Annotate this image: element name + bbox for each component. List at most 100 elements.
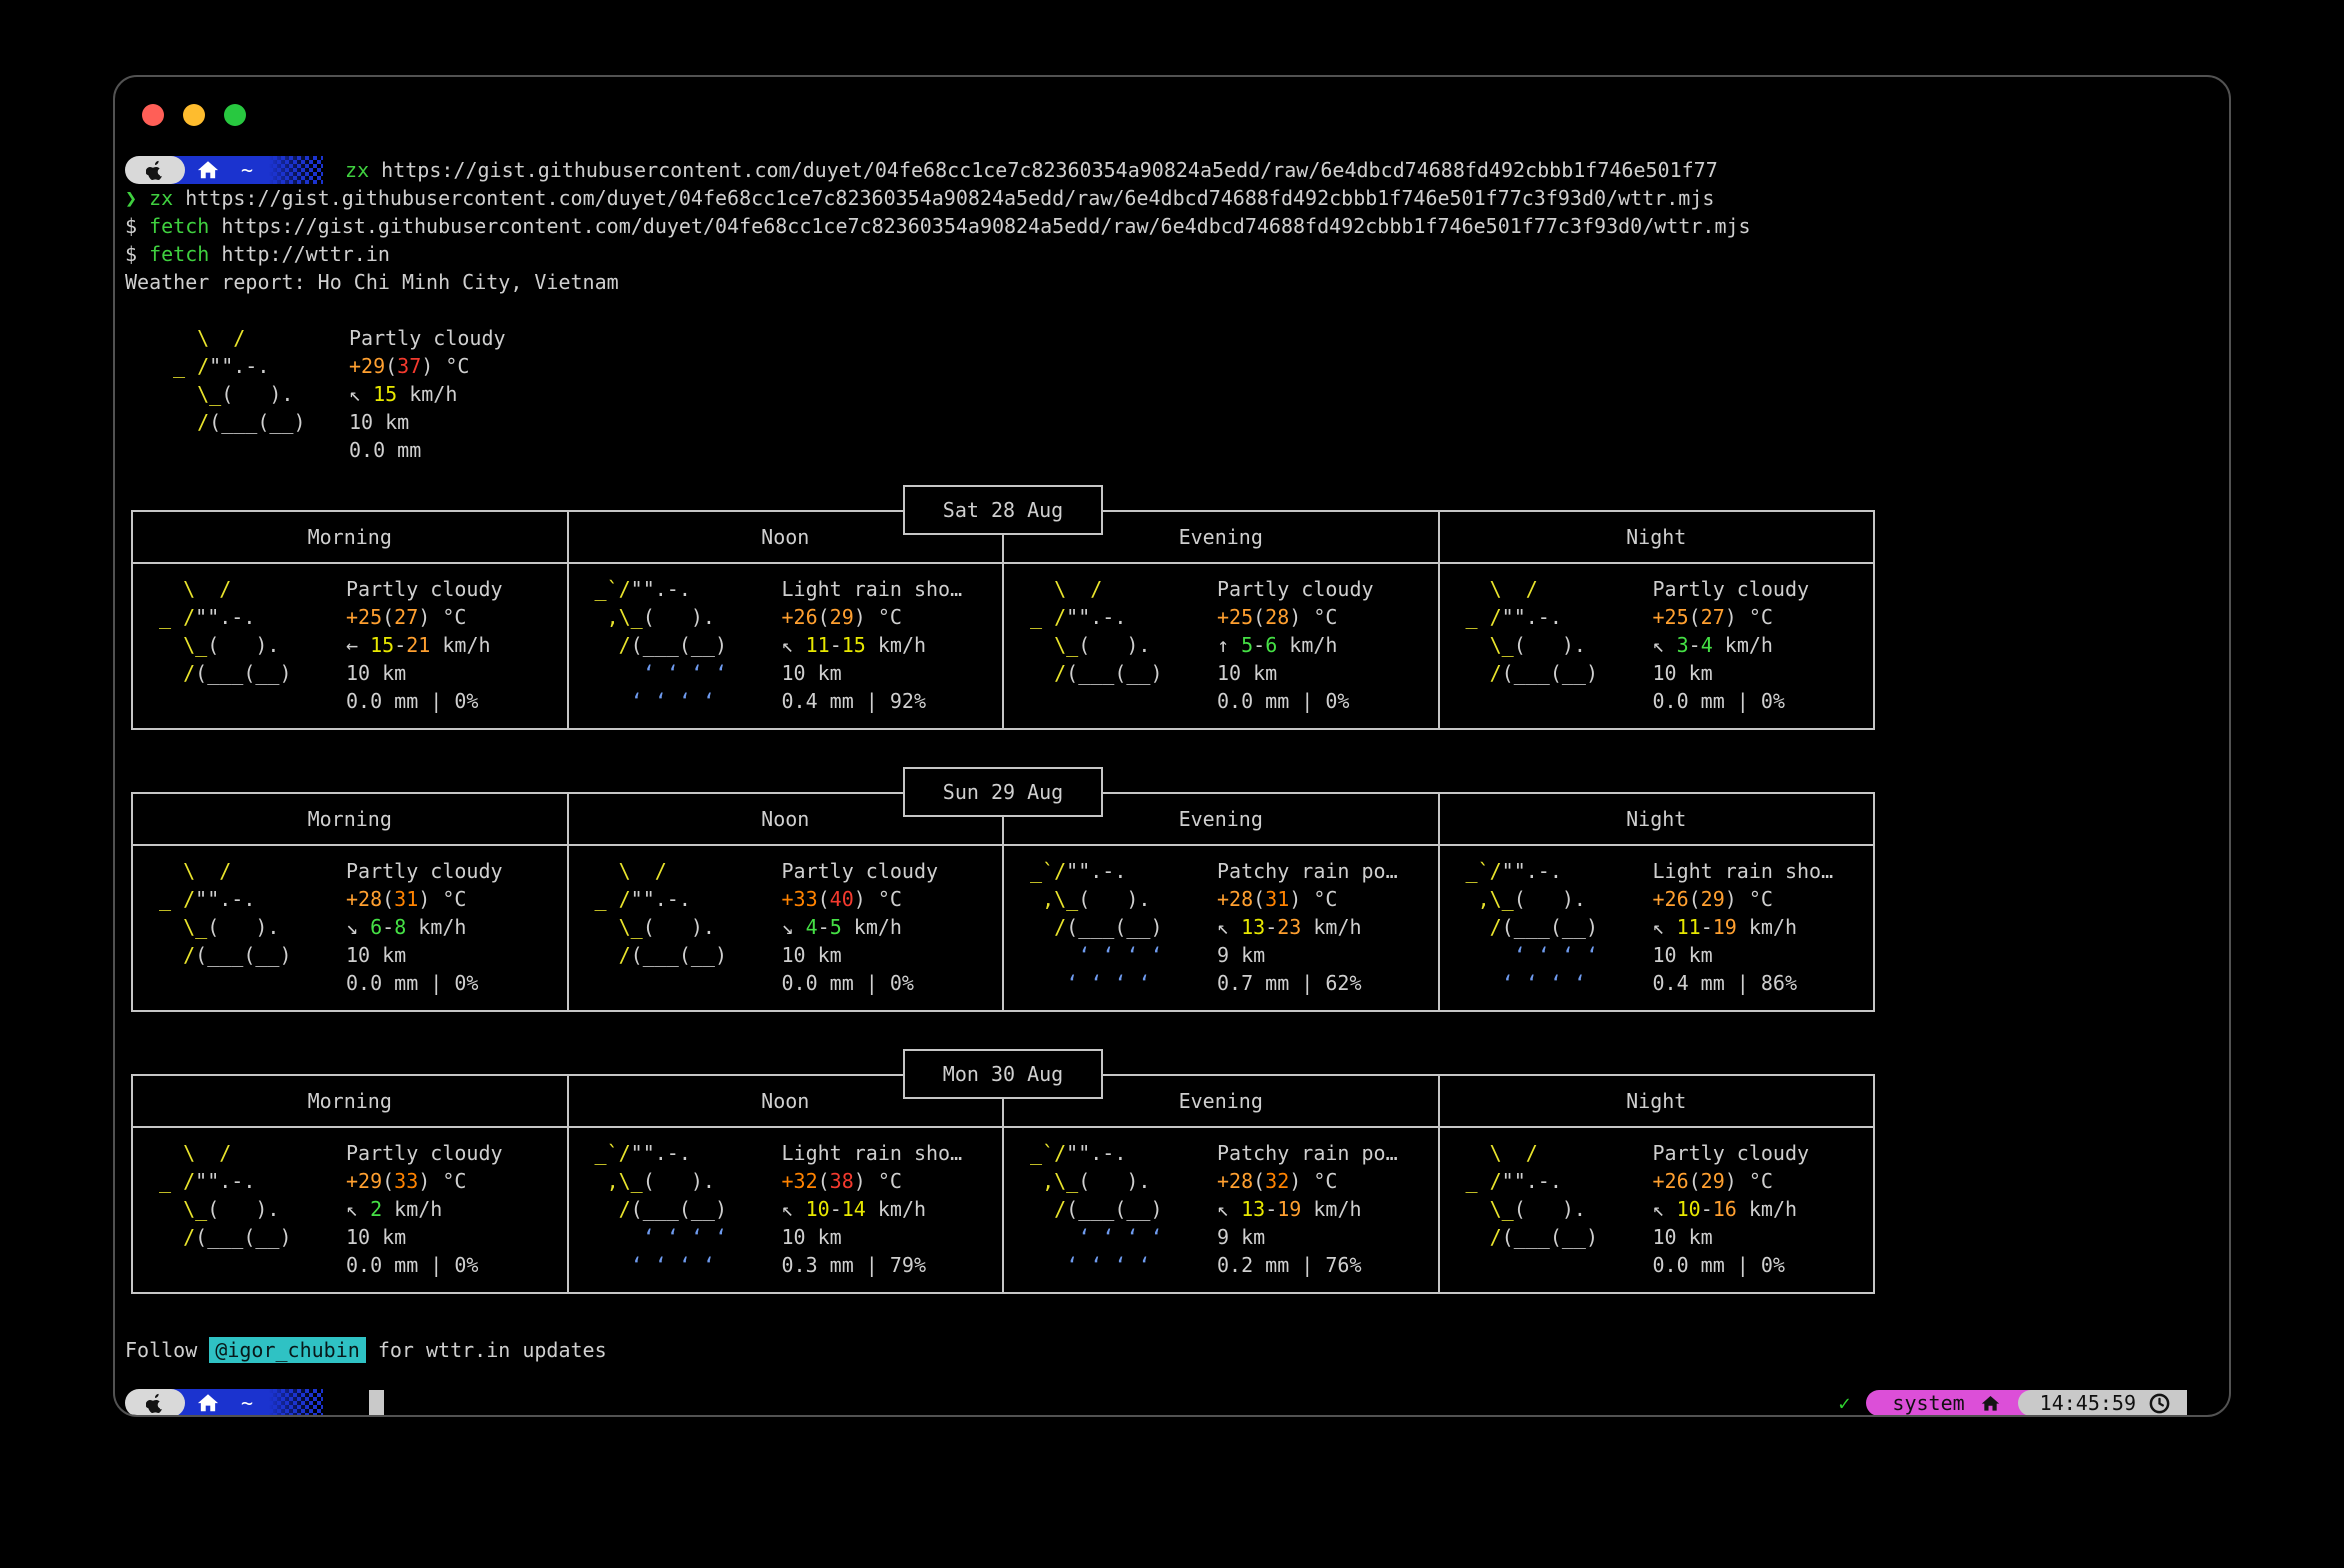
- text-line: 10 km: [346, 943, 407, 967]
- zoom-button[interactable]: [224, 104, 246, 126]
- text-line: $ fetch http://wttr.in: [125, 242, 390, 266]
- text-line: Partly cloudy: [346, 859, 503, 883]
- weather-info: Patchy rain po… +28(32) °C ↖ 13-19 km/h 9 k…: [1217, 1139, 1438, 1292]
- forecast-table: Morning Noon Evening Night \ / _ /"".-. …: [131, 1074, 1875, 1294]
- status-right: ✓ system 14:45:59: [1838, 1389, 2187, 1415]
- text-line: \ /: [161, 326, 246, 350]
- weather-info: Partly cloudy +25(27) °C ← 15-21 km/h 10 km…: [346, 575, 567, 728]
- forecast-table: Morning Noon Evening Night \ / _ /"".-. …: [131, 510, 1875, 730]
- text-line: \ /: [147, 1141, 232, 1165]
- text-line: /(___(__): [1453, 915, 1598, 939]
- text-line: 10 km: [781, 943, 842, 967]
- forecast-day: Mon 30 Aug Morning Noon Evening Night \ …: [131, 1049, 1875, 1296]
- table-header-row: Morning Noon Evening Night: [133, 794, 1873, 846]
- text-line: ↖ 13-23 km/h: [1217, 915, 1362, 939]
- text-line: 10 km: [781, 661, 842, 685]
- text-line: Light rain sho…: [1652, 859, 1834, 883]
- text-line: +25(27) °C: [346, 605, 467, 629]
- terminal-line: ❯ zx https://gist.githubusercontent.com/…: [125, 184, 2229, 212]
- text-line: \ /: [1453, 1141, 1538, 1165]
- text-line: +32(38) °C: [781, 1169, 902, 1193]
- text-line: /(___(__): [582, 1197, 727, 1221]
- command-text: $ fetch https://gist.githubusercontent.c…: [125, 212, 1751, 240]
- prompt-home-tilde: ~: [241, 158, 254, 182]
- column-header: Noon: [566, 512, 1003, 562]
- text-line: Weather report: Ho Chi Minh City, Vietna…: [125, 270, 619, 294]
- text-line: \ /: [582, 859, 667, 883]
- column-header: Evening: [1002, 794, 1438, 844]
- terminal-content: ~ zx https://gist.githubusercontent.com/…: [115, 77, 2229, 1415]
- forecast-cell: \ / _ /"".-. \_( ). /(___(__) Partly clo…: [133, 1128, 567, 1292]
- text-line: ↖ 11-19 km/h: [1652, 915, 1798, 939]
- status-time-pill: 14:45:59: [2017, 1390, 2187, 1415]
- check-icon: ✓: [1838, 1391, 1851, 1415]
- text-line: _ /"".-.: [147, 1169, 256, 1193]
- status-bar: ~ ✓ system 14:45:59: [125, 1389, 2187, 1415]
- current-conditions: \ / _ /"".-. \_( ). /(___(__) Partly clo…: [125, 324, 2229, 464]
- prompt-home-tilde: ~: [241, 1391, 254, 1415]
- report-location-text: Weather report: Ho Chi Minh City, Vietna…: [125, 268, 619, 296]
- text-line: ‘ ‘ ‘ ‘: [1018, 1253, 1151, 1277]
- weather-icon: _`/"".-. ,\_( ). /(___(__) ‘ ‘ ‘ ‘ ‘ ‘ ‘…: [569, 575, 782, 728]
- column-header: Noon: [566, 1076, 1003, 1126]
- terminal-window: ~ zx https://gist.githubusercontent.com/…: [113, 75, 2231, 1417]
- text-line: Partly cloudy: [781, 859, 939, 883]
- text-line: +26(29) °C: [1652, 1169, 1773, 1193]
- column-header: Night: [1437, 794, 1874, 844]
- text-line: Patchy rain po…: [1217, 859, 1398, 883]
- forecast-cell: \ / _ /"".-. \_( ). /(___(__) Partly clo…: [1437, 1128, 1874, 1292]
- text-line: Light rain sho…: [781, 1141, 963, 1165]
- text-line: 0.0 mm | 0%: [346, 971, 479, 995]
- footer-line: Follow @igor_chubin for wttr.in updates: [125, 1336, 2229, 1364]
- text-line: ↖ 10-16 km/h: [1652, 1197, 1798, 1221]
- forecast-cell: _`/"".-. ,\_( ). /(___(__) ‘ ‘ ‘ ‘ ‘ ‘ ‘…: [566, 564, 1003, 728]
- text-line: Follow @igor_chubin for wttr.in updates: [125, 1337, 607, 1363]
- text-line: +33(40) °C: [781, 887, 902, 911]
- current-weather-icon: \ / _ /"".-. \_( ). /(___(__): [125, 324, 349, 464]
- weather-info: Partly cloudy +29(33) °C ↖ 2 km/h 10 km 0.0 …: [346, 1139, 567, 1292]
- titlebar-traffic-lights: [142, 104, 246, 126]
- text-line: _ /"".-.: [582, 887, 691, 911]
- home-icon: [197, 161, 219, 179]
- text-line: \ /: [1018, 577, 1103, 601]
- text-line: ‘ ‘ ‘ ‘: [1018, 971, 1151, 995]
- weather-icon: \ / _ /"".-. \_( ). /(___(__): [1004, 575, 1217, 728]
- column-header: Morning: [307, 525, 392, 549]
- home-icon: [1981, 1395, 1999, 1411]
- text-line: 9 km: [1217, 1225, 1266, 1249]
- minimize-button[interactable]: [183, 104, 205, 126]
- terminal-cursor[interactable]: [369, 1390, 385, 1415]
- shell-prompt: ~: [125, 1389, 324, 1415]
- text-line: _ /"".-.: [161, 354, 270, 378]
- text-line: +25(28) °C: [1217, 605, 1338, 629]
- clock-icon: [2149, 1393, 2170, 1413]
- text-line: Partly cloudy: [1652, 1141, 1810, 1165]
- text-line: +28(32) °C: [1217, 1169, 1338, 1193]
- text-line: 10 km: [1652, 943, 1713, 967]
- weather-info: Partly cloudy +25(27) °C ↖ 3-4 km/h 10 km 0.…: [1653, 575, 1874, 728]
- weather-info: Light rain sho… +32(38) °C ↖ 10-14 km/h 10 …: [782, 1139, 1003, 1292]
- text-line: ❯ zx https://gist.githubusercontent.com/…: [125, 186, 1715, 210]
- text-line: [1454, 687, 1653, 715]
- text-line: 10 km: [1652, 661, 1713, 685]
- command-text: zx https://gist.githubusercontent.com/du…: [345, 156, 1718, 184]
- text-line: ,\_( ).: [1453, 887, 1586, 911]
- apple-pill: [125, 1389, 185, 1415]
- text-line: ‘ ‘ ‘ ‘: [582, 689, 715, 713]
- weather-icon: _`/"".-. ,\_( ). /(___(__) ‘ ‘ ‘ ‘ ‘ ‘ ‘…: [1004, 857, 1217, 1010]
- text-line: Patchy rain po…: [1217, 1141, 1398, 1165]
- text-line: _ /"".-.: [147, 887, 256, 911]
- text-line: ‘ ‘ ‘ ‘: [1018, 1225, 1163, 1249]
- text-line: /(___(__): [147, 661, 292, 685]
- text-line: ‘ ‘ ‘ ‘: [582, 1225, 727, 1249]
- text-line: 10 km: [781, 1225, 842, 1249]
- prompt-os-segment: [125, 1389, 185, 1415]
- apple-icon: [146, 160, 162, 180]
- weather-report-title: Weather report: Ho Chi Minh City, Vietna…: [125, 268, 2229, 296]
- text-line: 10 km: [1652, 1225, 1713, 1249]
- close-button[interactable]: [142, 104, 164, 126]
- status-system-pill: system: [1866, 1390, 2018, 1415]
- text-line: 0.0 mm | 0%: [781, 971, 914, 995]
- text-line: /(___(__): [582, 943, 727, 967]
